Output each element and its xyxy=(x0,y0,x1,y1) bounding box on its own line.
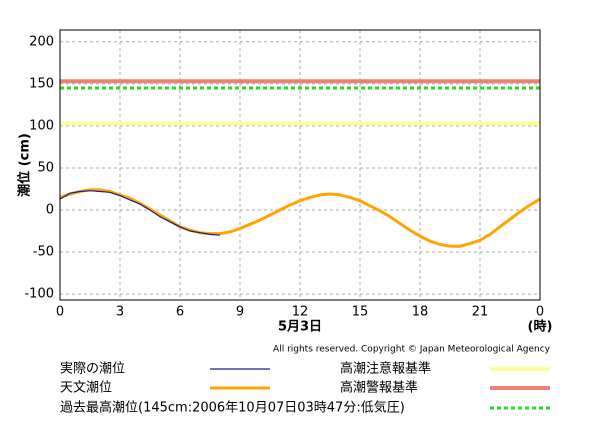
legend-label: 過去最高潮位(145cm:2006年10月07日03時47分:低気圧) xyxy=(60,400,405,416)
x-tick-label: 0 xyxy=(56,305,64,320)
x-tick-label: 9 xyxy=(236,305,244,320)
x-axis-label: 5月3日 xyxy=(278,320,322,335)
series-line xyxy=(59,188,541,248)
legend-label: 実際の潮位 xyxy=(60,361,125,377)
credit: All rights reserved. Copyright © Japan M… xyxy=(273,345,551,355)
legend-label: 天文潮位 xyxy=(60,381,112,396)
plot-border xyxy=(59,29,541,301)
x-tick-label: 12 xyxy=(292,305,309,320)
series-line xyxy=(59,190,221,236)
legend-label: 高潮警報基準 xyxy=(340,380,418,396)
y-tick-label: 0 xyxy=(46,203,54,218)
series-lines xyxy=(59,188,541,248)
x-tick-label: 21 xyxy=(472,305,489,320)
y-tick-label: 100 xyxy=(29,118,54,133)
x-tick-label: 6 xyxy=(176,305,184,320)
y-tick-label: 200 xyxy=(29,34,54,49)
x-tick-label: 15 xyxy=(352,305,369,320)
y-tick-label: -50 xyxy=(33,245,54,260)
x-tick-label: 18 xyxy=(412,305,429,320)
x-tick-label: 0 xyxy=(536,305,544,320)
grid xyxy=(59,30,541,300)
legend-label: 高潮注意報基準 xyxy=(340,361,431,377)
y-tick-label: -100 xyxy=(24,287,54,302)
x-tick-label: 3 xyxy=(116,305,124,320)
reference-lines xyxy=(60,79,540,126)
x-axis-unit: (時) xyxy=(528,319,553,335)
y-tick-label: 150 xyxy=(29,76,54,91)
y-axis-label: 潮位 (cm) xyxy=(17,133,33,197)
y-tick-label: 50 xyxy=(37,160,54,175)
